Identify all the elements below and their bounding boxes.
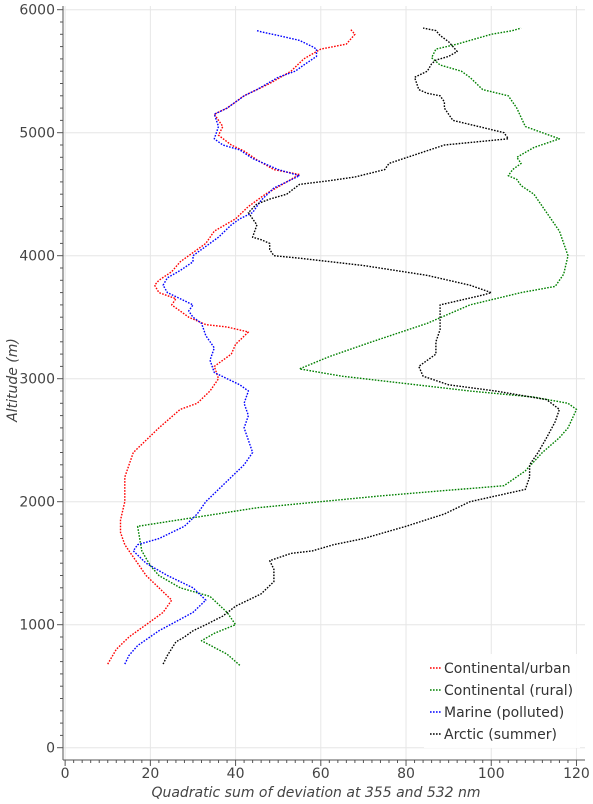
- series-layer: [107, 27, 578, 666]
- series-line-3: [162, 27, 561, 665]
- y-tick-label: 0: [46, 741, 55, 757]
- y-tick-label: 5000: [19, 126, 55, 142]
- x-tick-label: 80: [397, 766, 415, 782]
- x-tick-label: 0: [61, 766, 70, 782]
- grid: [63, 6, 585, 760]
- legend-label: Continental (rural): [444, 683, 573, 699]
- y-tick-label: 6000: [19, 3, 55, 19]
- x-tick-label: 120: [563, 766, 590, 782]
- legend-label: Continental/urban: [444, 661, 571, 677]
- y-tick-label: 1000: [19, 618, 55, 634]
- y-tick-label: 3000: [19, 372, 55, 388]
- legend-box: [424, 654, 580, 748]
- legend: Continental/urban Continental (rural) Mari…: [424, 654, 580, 748]
- x-axis-title: Quadratic sum of deviation at 355 and 53…: [151, 785, 480, 801]
- series-line-2: [124, 29, 318, 665]
- y-tick-label: 2000: [19, 495, 55, 511]
- series-line-0: [107, 28, 356, 665]
- y-tick-label: 4000: [19, 249, 55, 265]
- series-line-1: [136, 27, 578, 666]
- y-axis-title: Altitude (m): [5, 338, 21, 423]
- x-tick-label: 20: [141, 766, 159, 782]
- legend-label: Arctic (summer): [444, 727, 557, 743]
- legend-label: Marine (polluted): [444, 705, 564, 721]
- x-tick-label: 60: [312, 766, 330, 782]
- x-tick-label: 100: [478, 766, 505, 782]
- axes: [57, 6, 585, 766]
- x-tick-label: 40: [227, 766, 245, 782]
- tick-labels: 0 1000 2000 3000 4000 5000 6000 0 20 40 60 80 100 120: [19, 3, 589, 782]
